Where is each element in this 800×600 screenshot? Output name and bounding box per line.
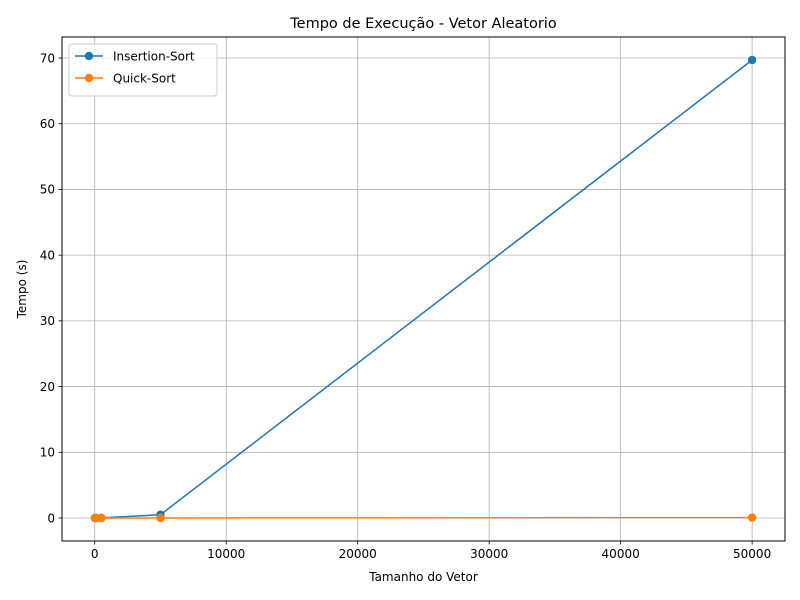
x-tick-label: 10000 — [207, 547, 245, 561]
x-tick-label: 20000 — [339, 547, 377, 561]
y-tick-label: 30 — [40, 314, 55, 328]
x-tick-label: 0 — [91, 547, 99, 561]
series-quick-sort — [90, 513, 757, 523]
plot-frame — [61, 36, 786, 542]
data-point — [747, 513, 757, 522]
y-tick-label: 20 — [40, 380, 55, 394]
legend-label: Insertion-Sort — [113, 49, 195, 63]
grid — [62, 37, 785, 541]
y-tick-label: 10 — [40, 446, 55, 460]
legend-item: Quick-Sort — [75, 71, 176, 85]
x-tick-label: 30000 — [470, 547, 508, 561]
legend-label: Quick-Sort — [113, 71, 176, 85]
series-layer — [90, 55, 757, 523]
data-point — [97, 513, 106, 523]
data-point — [156, 513, 165, 523]
data-point — [747, 55, 757, 65]
legend-item: Insertion-Sort — [75, 49, 195, 63]
y-tick-label: 40 — [40, 248, 55, 262]
y-tick-label: 60 — [40, 117, 55, 131]
y-tick-label: 0 — [47, 511, 55, 525]
y-tick-label: 50 — [40, 183, 55, 197]
y-tick-label: 70 — [40, 51, 55, 65]
y-axis-label: Tempo (s) — [15, 260, 29, 320]
x-tick-label: 40000 — [602, 547, 640, 561]
legend-swatch-marker — [84, 51, 94, 61]
legend-swatch-marker — [84, 73, 94, 83]
chart-title: Tempo de Execução - Vetor Aleatorio — [289, 16, 557, 32]
legend-frame — [68, 43, 218, 97]
ticks: 0 10000 20000 30000 40000 50000 0 10 20 30 40 50 60 7… — [40, 51, 772, 561]
legend: Insertion-Sort Quick-Sort — [68, 43, 218, 97]
x-axis-label: Tamanho do Vetor — [368, 570, 478, 584]
x-tick-label: 50000 — [733, 547, 771, 561]
